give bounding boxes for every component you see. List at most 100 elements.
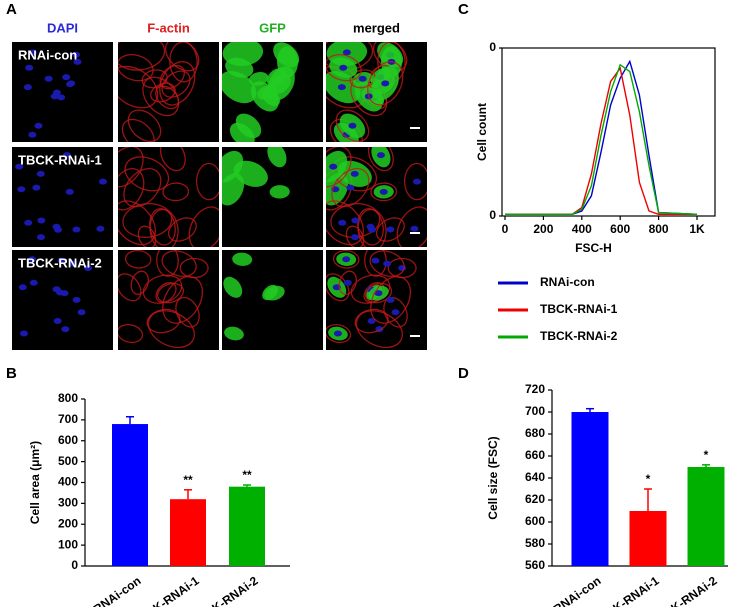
y-tick-label: 560 [525,558,545,572]
x-tick-label: 400 [572,222,592,236]
nucleus [32,184,41,191]
cells [223,252,285,341]
actin [118,324,144,344]
cells [15,152,107,241]
cells [326,147,427,247]
actin [146,308,181,334]
cells [326,250,417,349]
actin [118,200,156,246]
y-tick-label: 0 [489,208,496,222]
nucleus [28,131,37,138]
nucleus [28,49,37,56]
nucleus [18,284,27,291]
cells [118,147,219,247]
actin [118,168,145,211]
actin [326,324,352,344]
actin [175,296,200,328]
actin [195,162,219,201]
actin [121,118,155,142]
gfp [233,160,268,187]
actin [159,147,186,172]
nucleus [381,80,390,87]
nucleus [23,84,32,91]
panel-letter: B [6,365,17,382]
panel-letter: C [458,1,469,18]
nucleus [57,257,66,264]
nucleus [34,122,43,129]
y-tick-label: 800 [58,391,78,405]
nucleus [69,260,78,267]
significance: ** [242,468,252,482]
y-tick-label: 700 [58,412,78,426]
panel-letter: A [6,1,17,18]
y-tick-label: 620 [525,492,545,506]
nucleus [333,330,342,337]
row-label: TBCK-RNAi-2 [18,255,102,270]
y-tick-label: 100 [58,537,78,551]
nucleus [412,178,421,185]
column-header: merged [353,20,400,35]
bar [170,499,206,566]
micrograph [12,42,113,142]
actin [188,206,219,247]
gfp [225,57,254,78]
actin [118,147,144,188]
cells [326,42,408,142]
nucleus [342,256,351,263]
nucleus [29,279,38,286]
actin [162,276,204,324]
y-tick-label: 600 [58,433,78,447]
actin [118,273,142,302]
bar [571,412,609,566]
nucleus [371,257,380,264]
x-tick-label: 600 [610,222,630,236]
nucleus [28,256,37,263]
y-tick-label: 200 [58,516,78,530]
actin [118,54,154,82]
y-axis-label: Cell size (FSC) [486,436,500,519]
nucleus [52,286,61,293]
x-axis-label: FSC-H [575,241,612,255]
nucleus [65,188,74,195]
actin [159,61,196,106]
y-tick-label: 0 [489,40,496,54]
gfp [235,113,262,139]
row-label: TBCK-RNAi-1 [18,152,102,167]
nucleus [62,152,71,159]
gfp [248,71,269,86]
x-tick-label: 1K [689,222,705,236]
actin [169,42,198,83]
series-line [505,59,698,215]
bar [229,486,265,566]
row-label: RNAi-con [18,47,77,62]
actin [326,200,364,246]
y-axis-label: Cell count [475,103,489,161]
gfp [267,147,287,168]
nucleus [19,330,28,337]
nucleus [350,170,359,177]
nucleus [410,225,419,232]
nucleus [36,170,45,177]
nucleus [367,318,376,325]
gfp [223,276,243,298]
x-tick-label: TBCK-RNAi-2 [648,573,720,607]
actin [367,61,404,106]
actin [130,270,149,295]
x-tick-label: TBCK-RNAi-1 [130,573,202,607]
actin [127,109,162,142]
gfp [222,70,257,104]
actin [123,168,162,208]
nucleus [337,84,346,91]
nucleus [351,217,360,224]
actin [365,282,393,304]
actin [161,250,197,277]
nucleus [386,226,395,233]
actin [155,282,177,303]
nucleus [374,290,383,297]
nucleus [24,219,33,226]
nucleus [379,188,388,195]
legend-label: TBCK-RNAi-2 [540,329,618,343]
actin [167,217,197,242]
x-tick-label: 800 [649,222,669,236]
micrograph-panel: DAPI F-actin GFP merged RNAi-con TBCK-RNAi-1 T… [12,20,427,350]
